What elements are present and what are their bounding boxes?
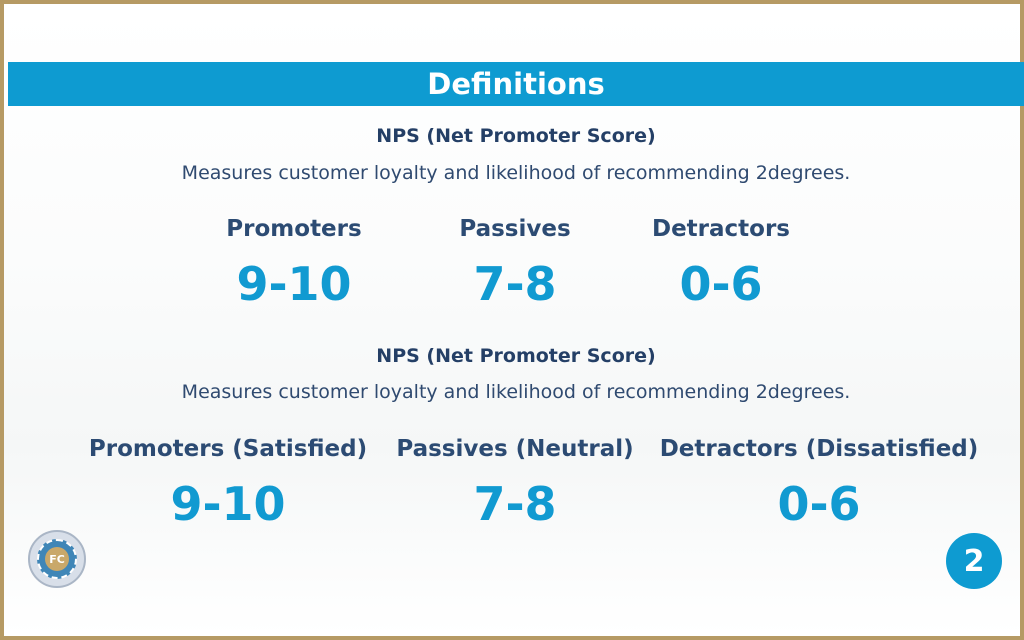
section2-promoters-label: Promoters (Satisfied) xyxy=(88,436,368,462)
section1-passives-score: 7-8 xyxy=(473,257,557,311)
section2-passives-label: Passives (Neutral) xyxy=(396,436,634,462)
section1-description: Measures customer loyalty and likelihood… xyxy=(181,162,851,184)
banner-title: Definitions xyxy=(427,67,605,101)
section1-heading: NPS (Net Promoter Score) xyxy=(376,125,656,147)
2degrees-logo-icon: 2 xyxy=(946,533,1002,589)
section2-description: Measures customer loyalty and likelihood… xyxy=(181,381,851,403)
section1-detractors-label: Detractors xyxy=(651,216,790,242)
section1-promoters-label: Promoters xyxy=(226,216,362,242)
section2-detractors-label: Detractors (Dissatisfied) xyxy=(659,436,979,462)
section2-passives-score: 7-8 xyxy=(473,477,557,531)
section2-detractors-score: 0-6 xyxy=(777,477,861,531)
section1-promoters-score: 9-10 xyxy=(236,257,352,311)
title-banner: Definitions xyxy=(8,62,1024,106)
certification-seal-icon: FC xyxy=(28,530,86,588)
section1-detractors-score: 0-6 xyxy=(679,257,763,311)
section2-promoters-score: 9-10 xyxy=(170,477,286,531)
section1-passives-label: Passives xyxy=(459,216,571,242)
section2-heading: NPS (Net Promoter Score) xyxy=(376,345,656,367)
